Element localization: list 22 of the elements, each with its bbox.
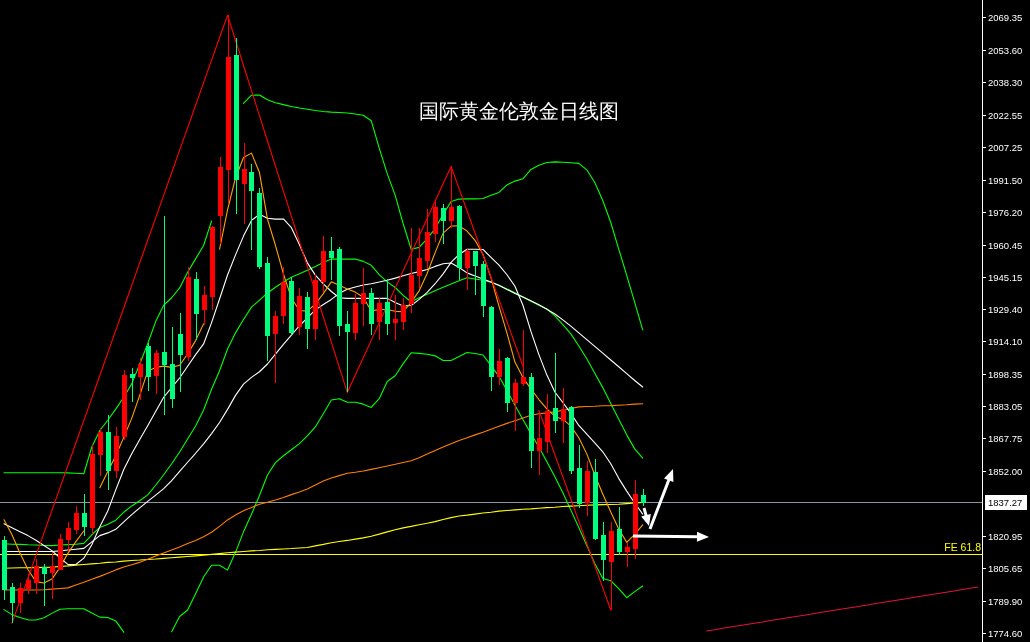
y-tick-label: 1852.00: [988, 466, 1023, 477]
y-tick-label: 2007.25: [988, 142, 1023, 153]
y-tick-label: 1991.50: [988, 175, 1023, 186]
y-tick-label: 1774.60: [988, 628, 1023, 639]
y-tick-label: 1820.95: [988, 531, 1023, 542]
y-tick-label: 2038.30: [988, 77, 1023, 88]
annotation: FE 61.8: [944, 540, 982, 553]
y-tick-label: 1805.65: [988, 563, 1023, 574]
y-tick-label: 1898.35: [988, 369, 1023, 380]
y-tick-label: 2022.55: [988, 110, 1023, 121]
y-tick-label: 2053.60: [988, 45, 1023, 56]
y-tick-label: 1960.45: [988, 240, 1023, 251]
y-tick-label: 1914.10: [988, 336, 1023, 347]
y-tick-label: 1883.05: [988, 401, 1023, 412]
y-tick-label: 1867.75: [988, 433, 1023, 444]
y-tick-label: 1789.90: [988, 596, 1023, 607]
y-tick-label: 1976.20: [988, 207, 1023, 218]
ref-line-label: 1837.27: [988, 497, 1023, 508]
y-tick-label: 1929.40: [988, 304, 1023, 315]
text: 国际黄金伦敦金日线图: [419, 100, 619, 122]
y-tick-label: 2069.35: [988, 12, 1023, 23]
y-tick-label: 1945.15: [988, 272, 1023, 283]
